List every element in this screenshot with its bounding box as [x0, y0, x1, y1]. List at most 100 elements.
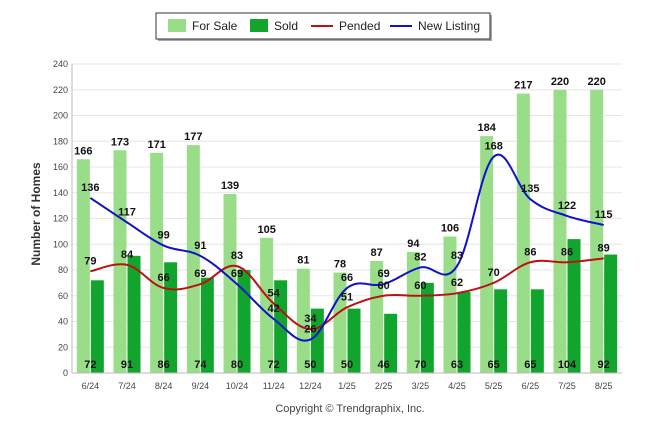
bar-for-sale: [516, 93, 530, 374]
data-label-sold: 50: [341, 359, 353, 371]
y-tick-label: 140: [53, 188, 68, 198]
data-label-for-sale: 220: [551, 76, 569, 88]
bar-for-sale: [296, 268, 310, 373]
data-label-pended: 66: [158, 272, 170, 284]
data-label-pended: 70: [488, 267, 500, 279]
y-tick-label: 160: [53, 162, 68, 172]
legend-label-for-sale: For Sale: [192, 19, 238, 33]
data-label-sold: 65: [524, 359, 536, 371]
data-label-pended: 84: [121, 249, 134, 261]
bar-for-sale: [150, 152, 164, 373]
y-tick-label: 60: [58, 291, 68, 301]
legend-label-sold: Sold: [274, 19, 298, 33]
y-axis-label: Number of Homes: [29, 162, 43, 266]
y-tick-label: 80: [58, 265, 68, 275]
axes: 0 20 40 60 80 100 120 140 160 180 200 220 240 6/24 7/2…: [53, 59, 622, 391]
bar-sold: [567, 239, 581, 373]
bar-sold: [274, 280, 288, 373]
bar-sold: [347, 308, 361, 373]
bar-for-sale: [333, 272, 347, 373]
data-label-new-listing: 91: [194, 240, 206, 252]
y-tick-label: 100: [53, 239, 68, 249]
bar-sold: [604, 254, 618, 373]
data-label-new-listing: 69: [231, 268, 243, 280]
data-label-new-listing: 168: [484, 141, 502, 153]
data-label-sold: 86: [158, 359, 170, 371]
y-tick-label: 180: [53, 136, 68, 146]
x-tick-label: 9/24: [192, 381, 210, 391]
data-label-for-sale: 220: [587, 76, 605, 88]
data-label-sold: 91: [121, 359, 133, 371]
data-label-new-listing: 136: [81, 182, 99, 194]
bar-sold: [237, 270, 251, 373]
legend-label-new-listing: New Listing: [418, 19, 480, 33]
x-tick-label: 2/25: [375, 381, 393, 391]
x-tick-label: 12/24: [299, 381, 322, 391]
bar-for-sale: [406, 251, 420, 373]
bar-sold: [200, 277, 214, 373]
data-label-sold: 74: [194, 359, 207, 371]
data-label-new-listing: 83: [451, 250, 463, 262]
x-tick-label: 11/24: [263, 381, 285, 391]
data-label-sold: 104: [558, 359, 577, 371]
data-label-pended: 51: [341, 291, 353, 303]
data-label-pended: 60: [414, 280, 426, 292]
series-lines: [89, 153, 604, 342]
data-label-pended: 89: [598, 242, 610, 254]
bar-for-sale: [76, 159, 90, 373]
x-tick-label: 6/24: [82, 381, 100, 391]
x-tick-label: 8/25: [595, 381, 613, 391]
data-label-for-sale: 87: [371, 247, 383, 259]
bar-sold: [90, 280, 104, 373]
data-label-for-sale: 177: [184, 131, 202, 143]
data-label-new-listing: 135: [521, 183, 539, 195]
x-tick-label: 4/25: [448, 381, 466, 391]
data-label-for-sale: 94: [407, 238, 420, 250]
y-tick-label: 40: [58, 317, 68, 327]
legend[interactable]: For Sale Sold Pended New Listing: [155, 12, 492, 41]
bar-sold: [127, 255, 141, 373]
legend-swatch-sold: [250, 19, 268, 32]
data-label-sold: 70: [414, 359, 426, 371]
bar-sold: [494, 289, 508, 373]
data-label-sold: 92: [598, 359, 610, 371]
data-label-for-sale: 78: [334, 259, 346, 271]
x-tick-label: 1/25: [338, 381, 356, 391]
data-label-pended: 34: [304, 313, 317, 325]
data-label-new-listing: 69: [378, 268, 390, 280]
data-label-new-listing: 122: [558, 200, 576, 212]
data-label-for-sale: 173: [111, 136, 129, 148]
y-tick-label: 220: [53, 85, 68, 95]
grid-lines: [72, 63, 622, 374]
data-label-pended: 60: [378, 280, 390, 292]
x-tick-label: 6/25: [522, 381, 540, 391]
x-tick-label: 7/25: [558, 381, 576, 391]
data-label-new-listing: 66: [341, 272, 353, 284]
x-tick-label: 7/24: [118, 381, 136, 391]
data-label-for-sale: 184: [477, 122, 496, 134]
bar-for-sale: [553, 89, 567, 373]
data-label-for-sale: 217: [514, 80, 532, 92]
data-label-sold: 65: [488, 359, 500, 371]
line-pended: [90, 257, 604, 331]
data-label-sold: 80: [231, 359, 243, 371]
data-label-pended: 86: [524, 246, 536, 258]
data-label-sold: 50: [304, 359, 316, 371]
y-tick-label: 120: [53, 214, 68, 224]
bar-for-sale: [370, 260, 384, 373]
data-label-for-sale: 139: [221, 180, 239, 192]
data-label-pended: 54: [268, 287, 281, 299]
data-label-new-listing: 99: [158, 230, 170, 242]
bar-sold: [457, 291, 471, 373]
data-labels: 166 173 171 177 139 105 81 78 87 94 106 184 217 220 22…: [74, 76, 612, 371]
data-label-sold: 46: [378, 359, 390, 371]
data-label-pended: 86: [561, 246, 573, 258]
bar-for-sale: [260, 237, 274, 373]
copyright: Copyright © Trendgraphix, Inc.: [275, 403, 424, 415]
bar-for-sale: [590, 89, 604, 373]
x-tick-label: 8/24: [155, 381, 173, 391]
bar-sold: [530, 289, 544, 373]
data-label-new-listing: 26: [304, 324, 316, 336]
data-label-new-listing: 117: [118, 206, 136, 218]
